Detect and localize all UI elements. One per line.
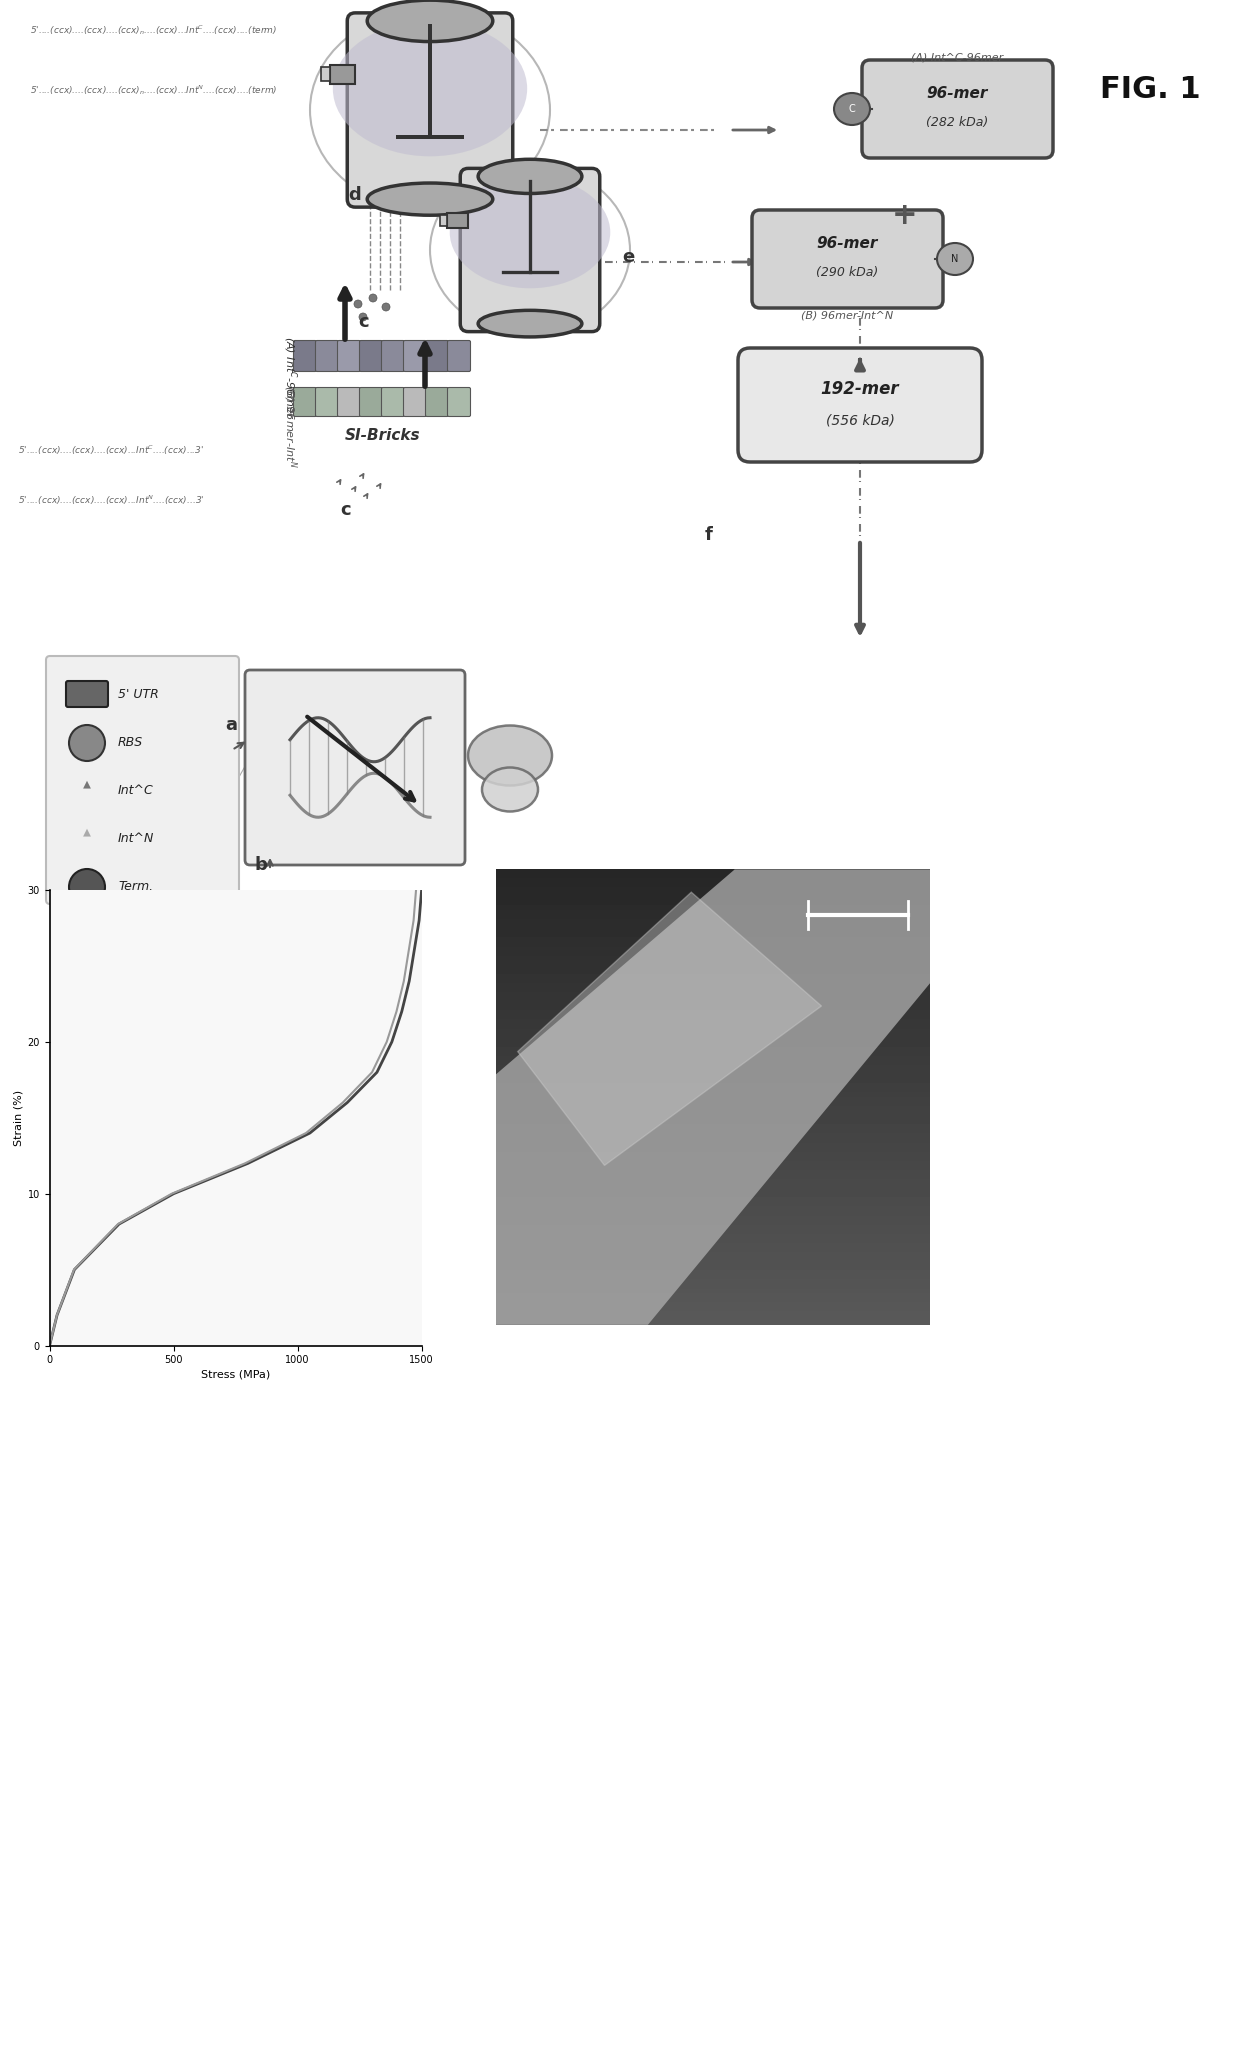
FancyBboxPatch shape xyxy=(425,387,449,416)
FancyBboxPatch shape xyxy=(337,387,361,416)
FancyBboxPatch shape xyxy=(448,387,470,416)
Ellipse shape xyxy=(367,182,492,215)
Bar xyxy=(321,68,330,81)
FancyBboxPatch shape xyxy=(347,12,513,207)
Text: 5' UTR: 5' UTR xyxy=(118,689,159,702)
Text: Int^N: Int^N xyxy=(118,832,154,845)
FancyBboxPatch shape xyxy=(448,339,470,371)
FancyBboxPatch shape xyxy=(862,60,1053,157)
Ellipse shape xyxy=(332,21,527,157)
Ellipse shape xyxy=(69,869,105,905)
Text: c: c xyxy=(340,501,351,520)
FancyBboxPatch shape xyxy=(294,387,316,416)
Text: (B) 96mer-Int$^N$: (B) 96mer-Int$^N$ xyxy=(281,385,299,468)
Bar xyxy=(448,213,469,228)
Y-axis label: Strain (%): Strain (%) xyxy=(14,1089,24,1147)
Ellipse shape xyxy=(69,724,105,762)
Ellipse shape xyxy=(450,176,610,288)
FancyBboxPatch shape xyxy=(382,339,404,371)
Text: Term.: Term. xyxy=(118,880,153,894)
Text: (290 kDa): (290 kDa) xyxy=(816,267,878,279)
Text: a: a xyxy=(224,716,237,735)
Ellipse shape xyxy=(479,159,582,193)
FancyBboxPatch shape xyxy=(382,387,404,416)
FancyBboxPatch shape xyxy=(425,339,449,371)
Polygon shape xyxy=(518,892,821,1165)
Text: (A) Int$^C$-96mer: (A) Int$^C$-96mer xyxy=(281,335,299,420)
Polygon shape xyxy=(496,869,930,1325)
Text: RBS: RBS xyxy=(118,737,143,749)
Text: 192-mer: 192-mer xyxy=(821,381,899,397)
Text: 96-mer: 96-mer xyxy=(926,87,988,101)
Text: 5'....(ccx)....(ccx)....(ccx)...Int$^C$....(ccx)...3': 5'....(ccx)....(ccx)....(ccx)...Int$^C$.… xyxy=(19,443,205,457)
Bar xyxy=(330,64,355,83)
FancyBboxPatch shape xyxy=(246,671,465,865)
FancyArrowPatch shape xyxy=(83,828,91,849)
Text: 5'....(ccx)....(ccx)....(ccx)...Int$^N$....(ccx)...3': 5'....(ccx)....(ccx)....(ccx)...Int$^N$.… xyxy=(19,493,205,507)
Text: (B) 96mer-Int^N: (B) 96mer-Int^N xyxy=(801,310,893,321)
Ellipse shape xyxy=(482,768,538,811)
Ellipse shape xyxy=(79,954,135,1002)
Text: SI-Bricks: SI-Bricks xyxy=(345,428,420,443)
Ellipse shape xyxy=(467,724,552,785)
FancyBboxPatch shape xyxy=(315,339,339,371)
Text: 5'....(ccx)....(ccx)....(ccx)$_{n}$....(ccx)...Int$^N$....(ccx)....(term): 5'....(ccx)....(ccx)....(ccx)$_{n}$....(… xyxy=(30,83,278,97)
FancyBboxPatch shape xyxy=(66,681,108,708)
FancyBboxPatch shape xyxy=(403,339,427,371)
Text: Int^C: Int^C xyxy=(118,785,154,797)
FancyBboxPatch shape xyxy=(751,209,942,308)
Text: (282 kDa): (282 kDa) xyxy=(926,116,988,128)
Ellipse shape xyxy=(937,242,973,275)
Ellipse shape xyxy=(360,313,367,321)
FancyBboxPatch shape xyxy=(360,339,382,371)
Text: N: N xyxy=(951,255,959,265)
Bar xyxy=(440,215,448,226)
FancyBboxPatch shape xyxy=(46,656,239,905)
FancyBboxPatch shape xyxy=(315,387,339,416)
Text: +: + xyxy=(893,201,918,230)
FancyBboxPatch shape xyxy=(738,348,982,462)
FancyBboxPatch shape xyxy=(460,168,600,331)
Ellipse shape xyxy=(353,300,362,308)
Text: f: f xyxy=(706,526,713,544)
Text: e: e xyxy=(622,248,634,267)
Text: b: b xyxy=(255,857,268,874)
FancyBboxPatch shape xyxy=(360,387,382,416)
FancyBboxPatch shape xyxy=(294,339,316,371)
Text: FIG. 1: FIG. 1 xyxy=(1100,75,1200,104)
FancyArrowPatch shape xyxy=(83,780,91,801)
Ellipse shape xyxy=(382,302,391,310)
Text: d: d xyxy=(348,186,361,205)
Ellipse shape xyxy=(367,0,492,41)
Ellipse shape xyxy=(835,93,870,124)
Text: (556 kDa): (556 kDa) xyxy=(826,414,894,426)
FancyBboxPatch shape xyxy=(403,387,427,416)
Ellipse shape xyxy=(73,977,157,1041)
Ellipse shape xyxy=(479,310,582,337)
X-axis label: Stress (MPa): Stress (MPa) xyxy=(201,1370,270,1379)
Text: (A) Int^C-96mer: (A) Int^C-96mer xyxy=(911,52,1003,62)
Text: C: C xyxy=(848,104,856,114)
FancyBboxPatch shape xyxy=(337,339,361,371)
Text: 96-mer: 96-mer xyxy=(816,236,878,250)
Text: c: c xyxy=(358,313,368,331)
Text: 5'....(ccx)....(ccx)....(ccx)$_{n}$....(ccx)...Int$^C$....(ccx)....(term): 5'....(ccx)....(ccx)....(ccx)$_{n}$....(… xyxy=(30,23,278,37)
Ellipse shape xyxy=(370,294,377,302)
